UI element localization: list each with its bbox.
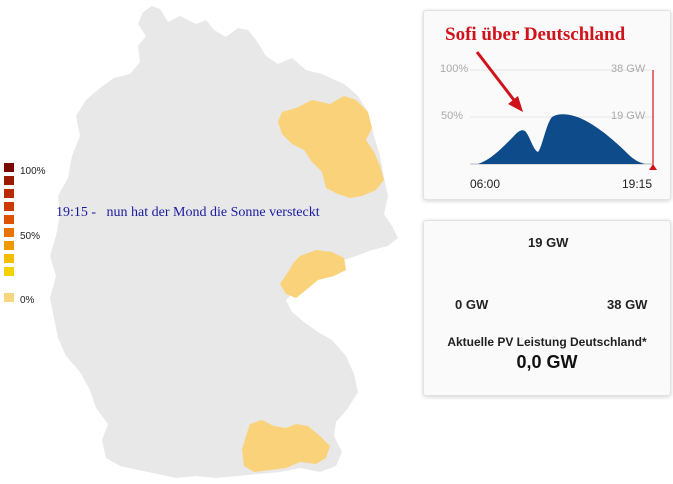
legend-label-max: 100% xyxy=(20,166,46,177)
legend-swatch xyxy=(4,176,14,185)
sachsen-region xyxy=(280,250,346,298)
gauge-value: 0,0 GW xyxy=(516,352,578,372)
germany-outline xyxy=(50,6,398,478)
legend-swatch xyxy=(4,254,14,263)
bayern-south-region xyxy=(242,420,330,472)
legend-swatch xyxy=(4,202,14,211)
gauge-max-label: 38 GW xyxy=(607,297,648,312)
germany-map xyxy=(50,6,398,478)
y-right-mid-label: 19 GW xyxy=(611,110,646,122)
pv-gauge-panel xyxy=(423,220,671,396)
legend-swatch xyxy=(4,241,14,250)
legend-swatch xyxy=(4,228,14,237)
y-left-mid-label: 50% xyxy=(441,110,464,122)
legend-label-mid: 50% xyxy=(20,231,41,242)
y-left-top-label: 100% xyxy=(440,63,469,75)
pv-chart-panel xyxy=(423,10,671,200)
legend-swatch xyxy=(4,189,14,198)
sofi-title: Sofi über Deutschland xyxy=(445,24,626,45)
legend-swatch xyxy=(4,267,14,276)
legend-swatch xyxy=(4,163,14,172)
gauge-mid-label: 19 GW xyxy=(528,235,569,250)
gauge-caption: Aktuelle PV Leistung Deutschland* xyxy=(447,335,647,349)
map-annotation-text: 19:15 - nun hat der Mond die Sonne verst… xyxy=(56,205,320,220)
brandenburg-region xyxy=(278,96,384,198)
legend-swatch xyxy=(4,293,14,302)
gauge-min-label: 0 GW xyxy=(455,297,489,312)
legend-label-min: 0% xyxy=(20,295,35,306)
legend-swatch xyxy=(4,215,14,224)
x-end-label: 19:15 xyxy=(622,177,653,191)
y-right-top-label: 38 GW xyxy=(611,63,646,75)
x-start-label: 06:00 xyxy=(470,177,501,191)
